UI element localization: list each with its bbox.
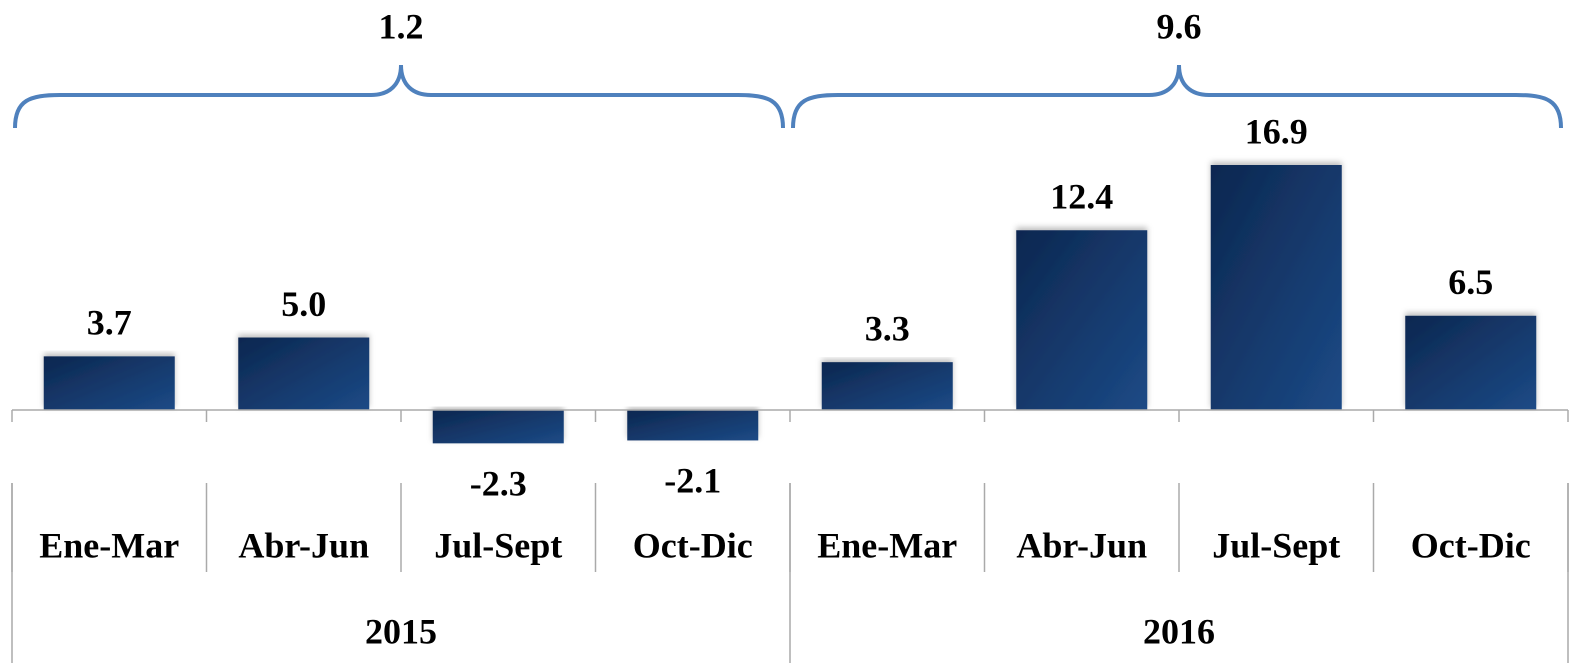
bar xyxy=(627,410,759,441)
bar xyxy=(238,337,370,410)
group-label: 2016 xyxy=(1143,611,1215,651)
bar xyxy=(821,362,953,410)
group-annotation: 1.2 xyxy=(379,6,424,46)
bar xyxy=(43,356,175,410)
x-tick-label: Jul-Sept xyxy=(1212,525,1340,565)
value-label: 5.0 xyxy=(281,284,326,324)
bar xyxy=(1405,315,1537,410)
bar xyxy=(432,410,564,444)
group-annotation: 9.6 xyxy=(1157,6,1202,46)
x-tick-label: Abr-Jun xyxy=(238,525,369,565)
x-tick-label: Abr-Jun xyxy=(1016,525,1147,565)
x-tick-label: Jul-Sept xyxy=(434,525,562,565)
value-label: 3.3 xyxy=(865,308,910,348)
brace xyxy=(791,64,1563,129)
value-label: 12.4 xyxy=(1050,177,1113,217)
bar xyxy=(1016,230,1148,410)
x-tick-label: Ene-Mar xyxy=(39,525,179,565)
value-label: 6.5 xyxy=(1448,262,1493,302)
group-label: 2015 xyxy=(365,611,437,651)
x-tick-label: Ene-Mar xyxy=(817,525,957,565)
value-label: 16.9 xyxy=(1245,111,1308,151)
x-tick-label: Oct-Dic xyxy=(1411,525,1531,565)
value-label: -2.1 xyxy=(664,461,721,501)
value-label: 3.7 xyxy=(87,303,132,343)
brace xyxy=(13,64,785,129)
value-label: -2.3 xyxy=(470,464,527,504)
bar xyxy=(1210,165,1342,410)
x-tick-label: Oct-Dic xyxy=(633,525,753,565)
